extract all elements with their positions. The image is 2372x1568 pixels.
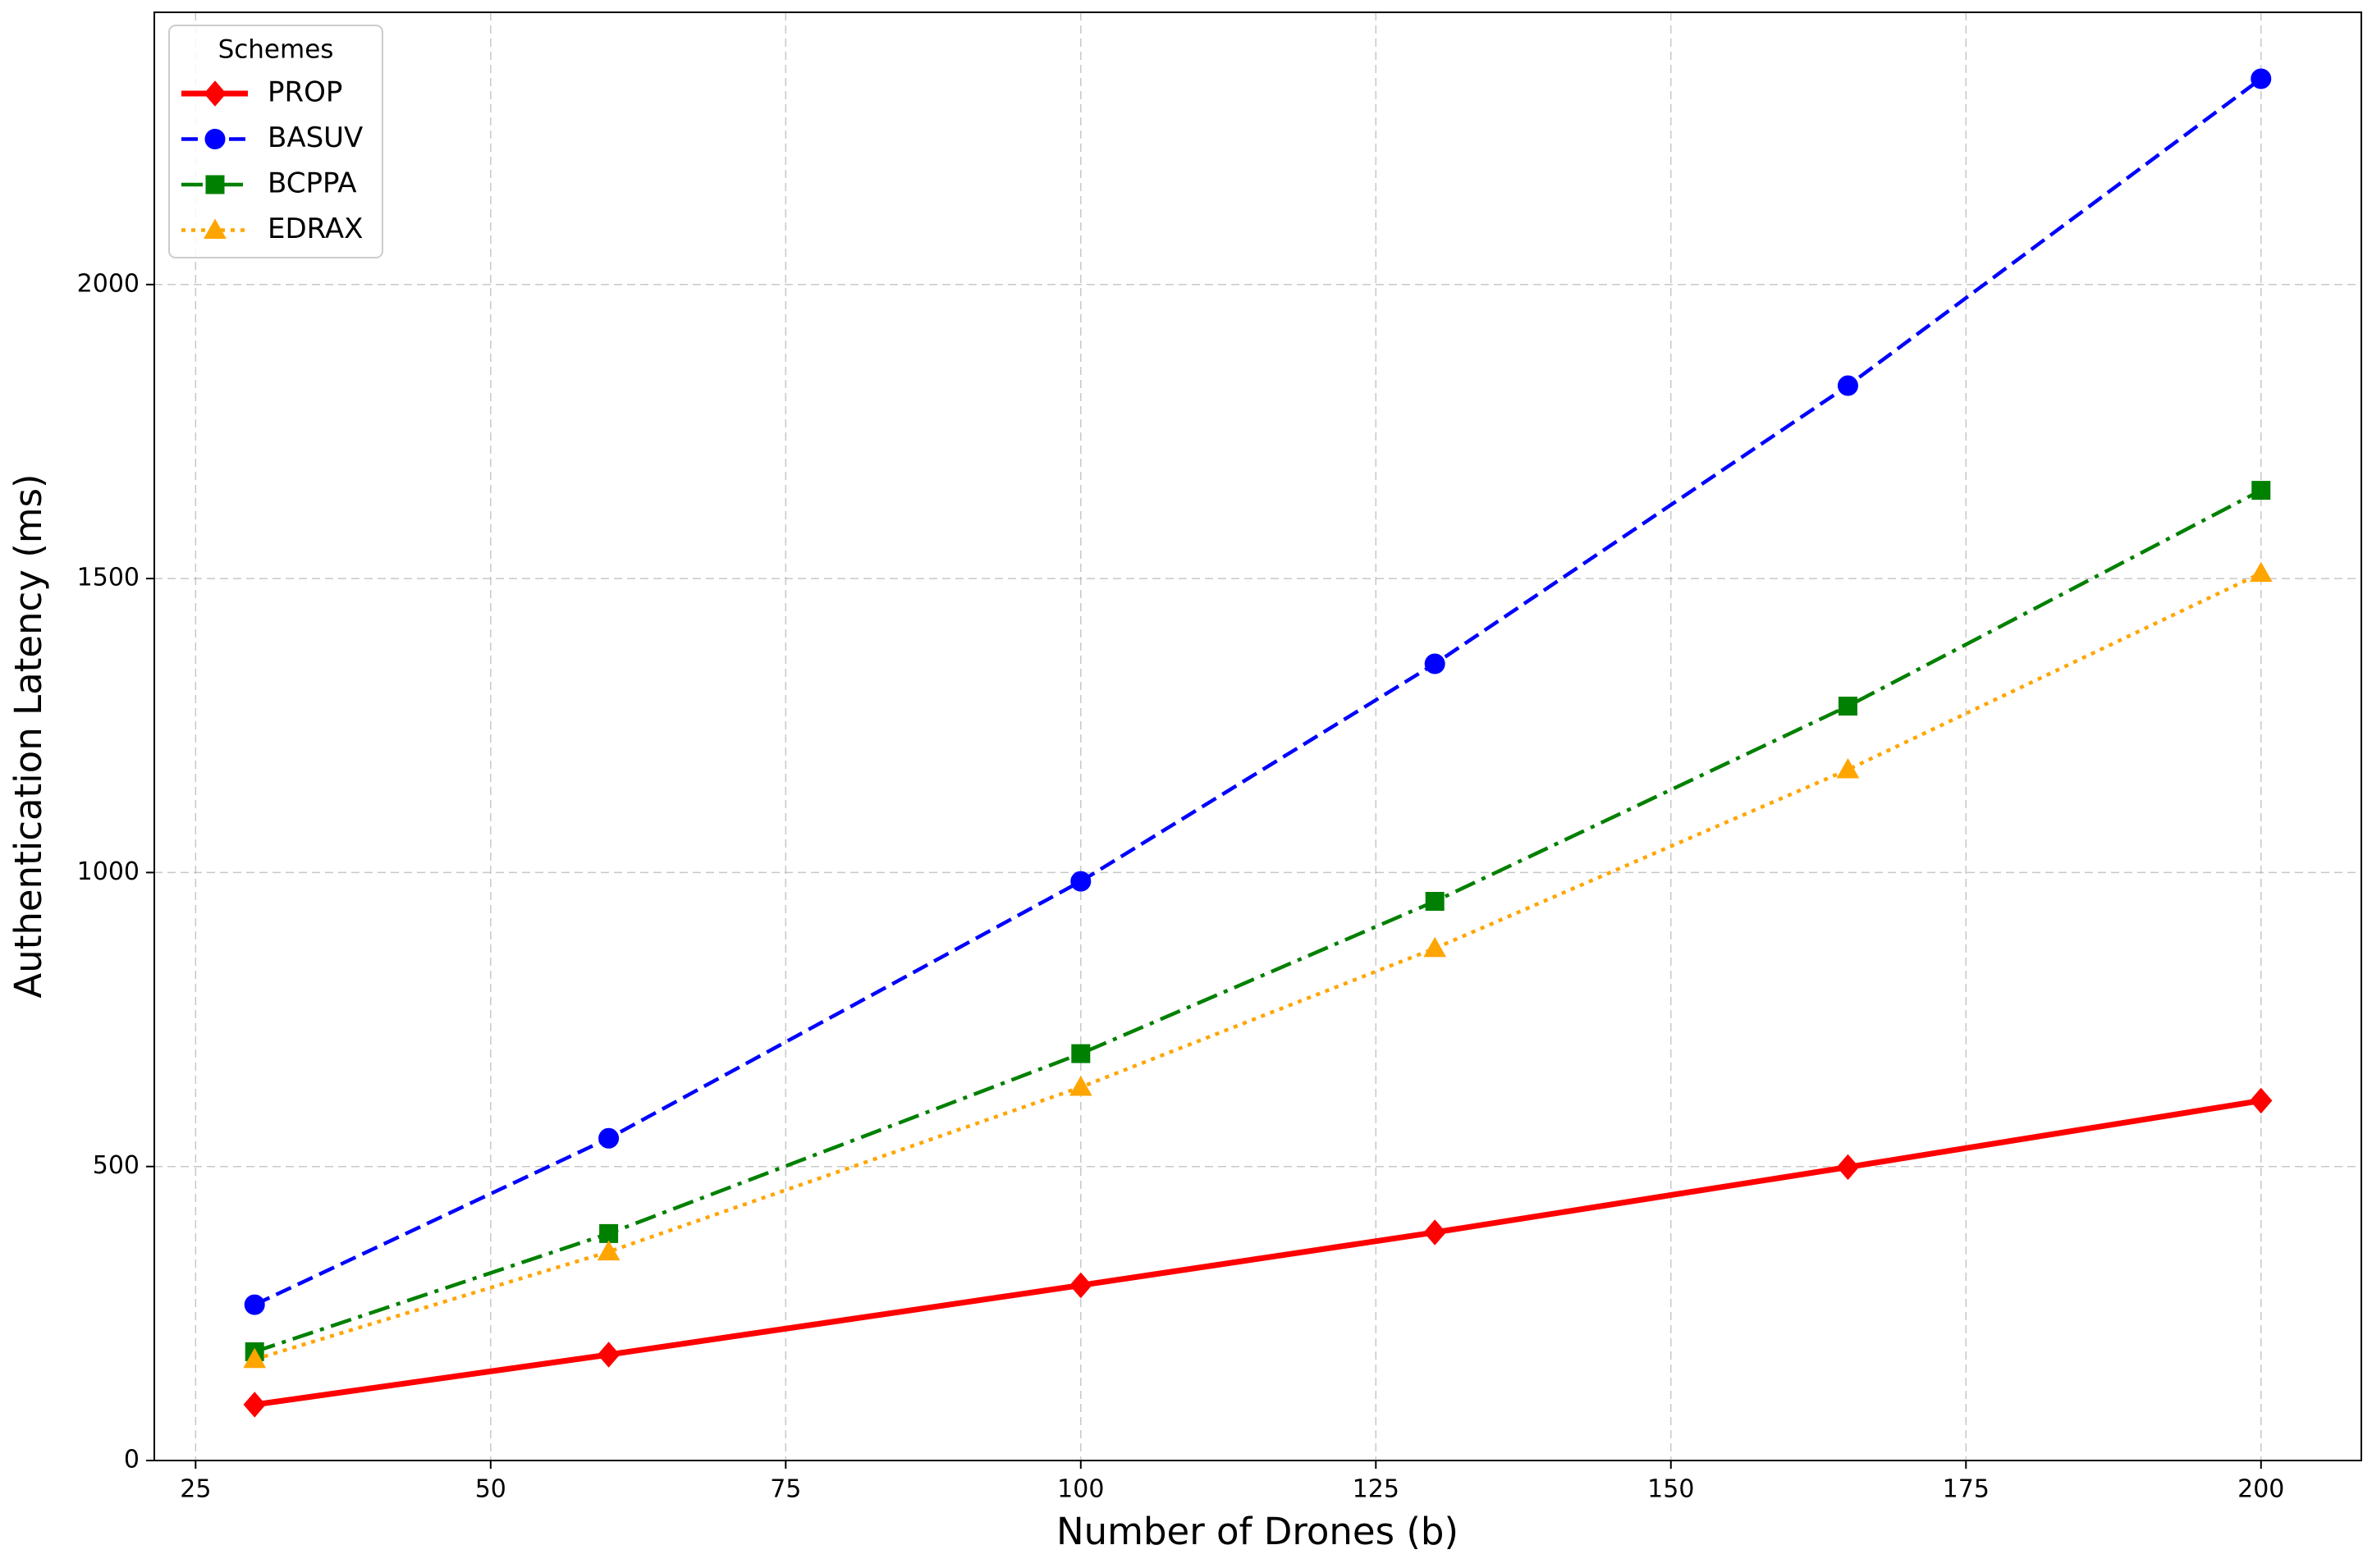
series-line xyxy=(254,571,2262,1361)
x-tick-label: 200 xyxy=(2237,1475,2284,1504)
marker xyxy=(2251,481,2271,501)
marker xyxy=(1423,936,1447,958)
marker xyxy=(598,1127,620,1149)
legend-label: BCPPA xyxy=(268,167,357,200)
series-line xyxy=(254,1097,2262,1408)
y-tick-label: 0 xyxy=(124,1446,140,1474)
y-tick-label: 1000 xyxy=(77,857,140,886)
marker xyxy=(1071,1044,1091,1063)
x-tick-label: 100 xyxy=(1057,1475,1104,1504)
marker xyxy=(1837,375,1858,396)
y-tick-label: 2000 xyxy=(77,269,140,298)
x-tick-label: 25 xyxy=(180,1475,211,1504)
x-tick-label: 75 xyxy=(770,1475,801,1504)
marker xyxy=(1423,1219,1446,1246)
legend-label: BASUV xyxy=(268,121,363,154)
x-tick-label: 125 xyxy=(1353,1475,1399,1504)
y-tick-label: 500 xyxy=(93,1151,140,1180)
plot-frame xyxy=(153,11,2362,1461)
marker xyxy=(204,80,227,107)
x-tick-label: 50 xyxy=(475,1475,506,1504)
legend-title: Schemes xyxy=(218,35,334,65)
marker xyxy=(2250,1087,2273,1114)
marker xyxy=(205,175,225,194)
marker xyxy=(243,1347,267,1369)
marker xyxy=(1069,1075,1092,1096)
x-axis-title: Number of Drones (b) xyxy=(1056,1510,1458,1553)
marker xyxy=(204,129,226,149)
x-tick-label: 150 xyxy=(1647,1475,1694,1504)
y-axis-title: Authentication Latency (ms) xyxy=(7,473,50,998)
marker xyxy=(1425,892,1445,912)
legend: Schemes PROP BASUV BCPPA EDRAX xyxy=(168,25,383,258)
marker xyxy=(204,218,227,239)
marker xyxy=(597,1240,620,1261)
marker xyxy=(1070,871,1092,892)
x-tick-label: 175 xyxy=(1943,1475,1990,1504)
legend-label: PROP xyxy=(268,76,342,109)
marker xyxy=(1838,697,1857,716)
marker xyxy=(1836,757,1860,779)
marker xyxy=(2249,561,2273,583)
grid xyxy=(154,12,2361,1461)
marker xyxy=(599,1223,619,1243)
plot-area xyxy=(243,68,2273,1418)
marker xyxy=(243,1392,266,1418)
marker xyxy=(2251,68,2272,89)
series-line xyxy=(254,77,2263,1307)
y-tick-label: 1500 xyxy=(77,564,140,592)
series-line xyxy=(254,488,2262,1354)
marker xyxy=(597,1342,620,1368)
marker xyxy=(1836,1154,1860,1181)
legend-box xyxy=(168,25,383,258)
legend-label: EDRAX xyxy=(268,213,363,245)
marker xyxy=(244,1294,265,1315)
marker xyxy=(1069,1272,1092,1299)
marker xyxy=(1424,653,1445,674)
